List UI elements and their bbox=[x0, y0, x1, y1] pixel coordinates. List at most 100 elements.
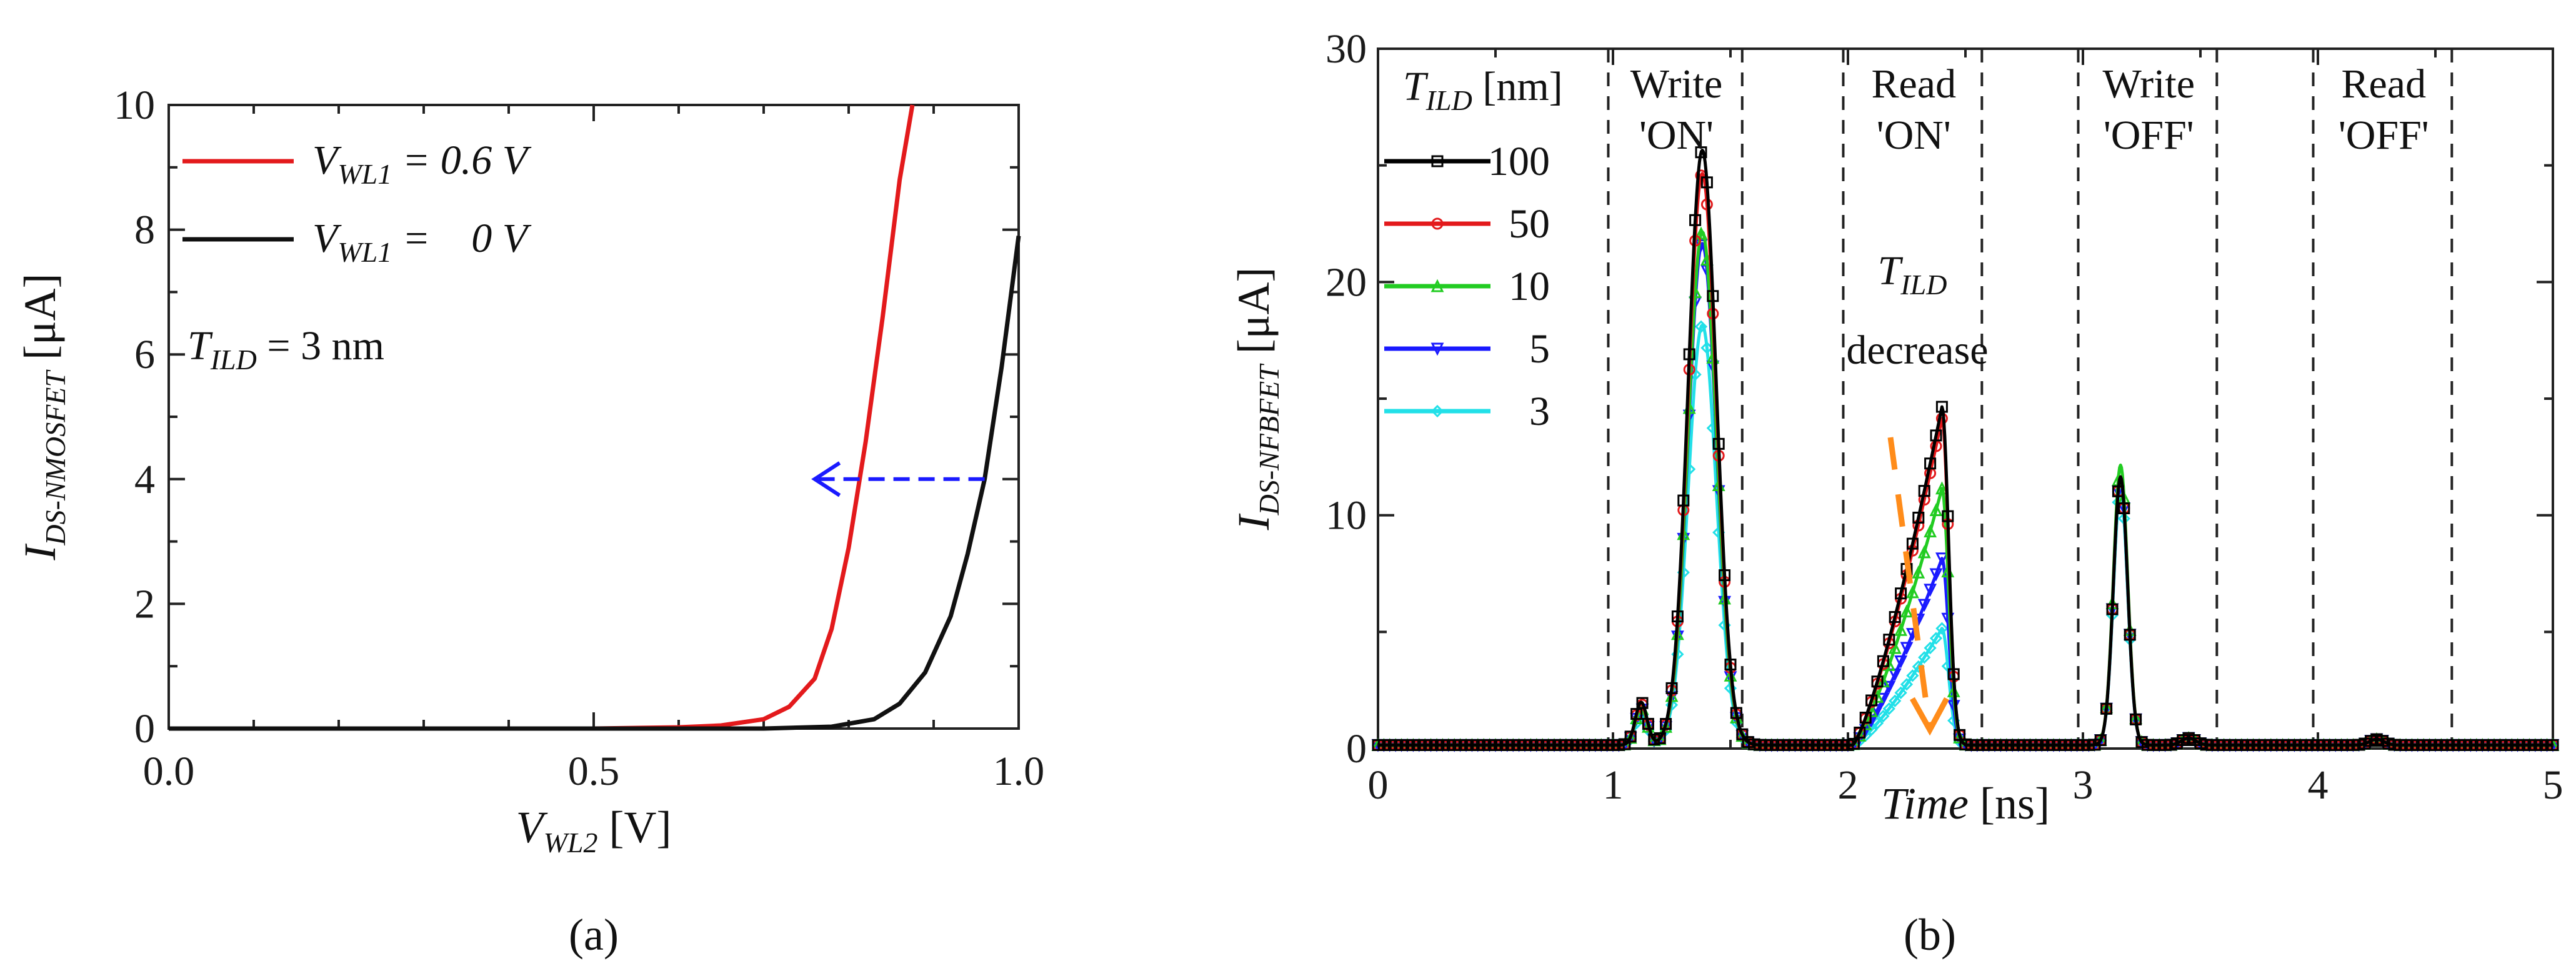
panel-a-label: (a) bbox=[569, 910, 619, 960]
data-marker bbox=[1641, 719, 1655, 733]
data-marker bbox=[1935, 552, 1949, 566]
data-marker bbox=[1929, 503, 1943, 517]
data-marker bbox=[1929, 568, 1943, 582]
panel-b-y-label: IDS-NFBFET [μA] bbox=[1229, 267, 1285, 531]
data-marker bbox=[1895, 587, 1907, 600]
data-marker bbox=[1894, 686, 1907, 699]
data-marker bbox=[1430, 279, 1444, 292]
data-marker bbox=[1642, 717, 1654, 730]
panel-b-legend: TILD [nm] 100 50 10 5 3 bbox=[1384, 64, 1563, 434]
data-marker bbox=[1917, 599, 1931, 612]
data-marker bbox=[2100, 702, 2113, 715]
data-marker bbox=[1694, 320, 1708, 333]
panel-b-annotation-t: TILD bbox=[1878, 248, 1947, 301]
panel-a: 0.0 0.5 1.0 0 2 4 6 8 10 VWL1 = 0.6 V VWL1 = 0 … bbox=[15, 82, 1044, 960]
series-markers-tild-5 bbox=[1371, 239, 2560, 752]
y-tick-label: 4 bbox=[134, 457, 155, 502]
data-marker bbox=[1859, 712, 1872, 724]
panel-a-x-label: VWL2 [V] bbox=[516, 802, 672, 859]
panel-b-label: (b) bbox=[1904, 910, 1956, 960]
x-tick-label: 0 bbox=[1368, 762, 1389, 808]
series-tild-50 bbox=[1372, 169, 2559, 751]
series-tild-10 bbox=[1371, 226, 2560, 751]
data-marker bbox=[1918, 651, 1931, 664]
data-marker bbox=[1900, 678, 1914, 691]
data-marker bbox=[1630, 708, 1643, 720]
data-marker bbox=[1942, 510, 1954, 522]
x-tick-label: 1 bbox=[1603, 762, 1624, 808]
data-marker bbox=[1671, 610, 1684, 623]
data-marker bbox=[1659, 719, 1673, 733]
panel-b-phase-labels: Write 'ON' Read 'ON' Write 'OFF' Read 'OFF' bbox=[1630, 61, 2429, 158]
legend-entry-10: 10 bbox=[1509, 264, 1550, 309]
data-marker bbox=[1431, 155, 1444, 167]
panel-a-y-label: IDS-NMOSFET [μA] bbox=[15, 273, 71, 560]
data-marker bbox=[1906, 537, 1919, 550]
legend-entry-50: 50 bbox=[1509, 201, 1550, 247]
data-marker bbox=[1935, 481, 1949, 495]
data-marker bbox=[1882, 658, 1896, 671]
data-marker bbox=[1930, 429, 1942, 442]
data-marker bbox=[1905, 585, 1919, 599]
data-marker bbox=[1883, 634, 1895, 646]
data-marker bbox=[1431, 217, 1444, 230]
y-tick-label: 6 bbox=[134, 332, 155, 377]
panel-a-y-ticks: 0 2 4 6 8 10 bbox=[114, 82, 1019, 752]
series-line-tild-3 bbox=[1377, 323, 2554, 747]
y-tick-label: 0 bbox=[134, 706, 155, 752]
data-marker bbox=[1689, 214, 1702, 226]
phase-label-line2: 'ON' bbox=[1639, 112, 1714, 158]
data-marker bbox=[1730, 707, 1742, 719]
x-tick-label: 1.0 bbox=[993, 749, 1045, 794]
x-tick-label: 4 bbox=[2308, 762, 2329, 808]
data-marker bbox=[1888, 668, 1902, 682]
data-marker bbox=[1719, 569, 1731, 582]
data-marker bbox=[1882, 702, 1895, 715]
data-marker bbox=[1677, 494, 1690, 507]
legend-entry-100: 100 bbox=[1488, 139, 1550, 184]
data-marker bbox=[1430, 404, 1444, 418]
panel-b-annotation-decrease: decrease bbox=[1846, 327, 1988, 373]
data-marker bbox=[2106, 603, 2119, 615]
legend-title-b: TILD [nm] bbox=[1403, 64, 1563, 116]
data-marker bbox=[1935, 622, 1949, 635]
panel-b-y-ticks: 0 10 20 30 bbox=[1325, 26, 2553, 772]
series-markers-tild-100 bbox=[1372, 146, 2559, 751]
data-marker bbox=[1712, 437, 1725, 450]
series-line-tild-50 bbox=[1377, 172, 2554, 747]
y-tick-label: 10 bbox=[1325, 493, 1367, 539]
data-marker bbox=[1877, 709, 1890, 723]
data-marker bbox=[1906, 669, 1919, 682]
data-marker bbox=[1912, 565, 1925, 579]
data-marker bbox=[1889, 610, 1901, 623]
data-marker bbox=[1912, 511, 1925, 524]
data-marker bbox=[1889, 694, 1902, 707]
series-line-vwl1-0v bbox=[169, 236, 1021, 731]
data-marker bbox=[1900, 604, 1914, 618]
data-marker bbox=[2094, 734, 2107, 747]
data-marker bbox=[1700, 176, 1713, 189]
phase-label-line2: 'ON' bbox=[1877, 112, 1951, 158]
data-marker bbox=[2124, 629, 2136, 641]
series-line-tild-100 bbox=[1377, 148, 2554, 747]
series-line-vwl1-0.6v bbox=[169, 104, 915, 731]
panel-a-annotation: TILD = 3 nm bbox=[187, 323, 384, 376]
data-marker bbox=[1636, 697, 1649, 709]
series-tild-3 bbox=[1371, 320, 2560, 752]
panel-b-series bbox=[1371, 146, 2560, 752]
data-marker bbox=[1847, 737, 1860, 750]
data-marker bbox=[2112, 485, 2124, 497]
panel-b: 0 1 2 3 4 5 0 10 20 30 Write 'ON' Read 'ON' Write 'OF… bbox=[1229, 26, 2564, 960]
panel-a-shift-arrow-head bbox=[811, 461, 841, 497]
series-markers-tild-50 bbox=[1372, 169, 2559, 751]
y-tick-label: 2 bbox=[134, 581, 155, 627]
data-marker bbox=[1871, 675, 1884, 688]
panel-b-decrease-arrow-head bbox=[1910, 697, 1949, 736]
legend-entry-a2: VWL1 = 0 V bbox=[312, 216, 532, 268]
data-marker bbox=[1683, 348, 1695, 361]
data-marker bbox=[1707, 290, 1719, 302]
x-tick-label: 2 bbox=[1838, 762, 1859, 808]
phase-label-line1: Read bbox=[1871, 61, 1956, 107]
legend-entry-5: 5 bbox=[1529, 326, 1550, 372]
